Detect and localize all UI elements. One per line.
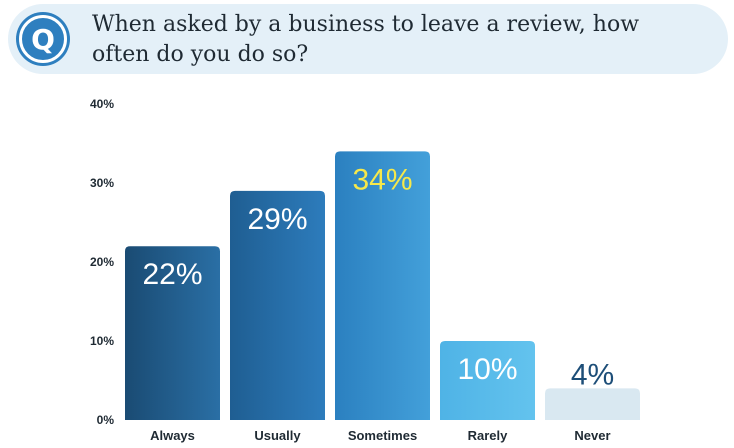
category-labels: Always Usually Sometimes Rarely Never	[150, 428, 610, 443]
category-label: Rarely	[468, 428, 509, 443]
bar-rarely	[440, 341, 535, 420]
question-badge: Q	[19, 15, 67, 63]
question-text: When asked by a business to leave a revi…	[92, 12, 640, 67]
value-labels: 22% 29% 34% 10% 4%	[142, 163, 614, 391]
y-tick-label: 10%	[90, 334, 114, 348]
bar-always	[125, 246, 220, 420]
bar-never	[545, 388, 640, 420]
y-tick-label: 20%	[90, 255, 114, 269]
category-label: Sometimes	[348, 428, 417, 443]
y-tick-label: 40%	[90, 97, 114, 111]
value-label: 10%	[457, 353, 517, 386]
bars	[125, 151, 640, 420]
category-label: Never	[574, 428, 610, 443]
bar-sometimes	[335, 151, 430, 420]
value-label: 4%	[571, 358, 614, 391]
category-label: Usually	[254, 428, 301, 443]
value-label: 34%	[352, 163, 412, 196]
category-label: Always	[150, 428, 195, 443]
y-tick-label: 0%	[97, 413, 115, 427]
value-label: 29%	[247, 203, 307, 236]
y-tick-label: 30%	[90, 176, 114, 190]
bar-usually	[230, 190, 325, 420]
question-banner: Q When asked by a business to leave a re…	[8, 4, 728, 74]
y-axis-ticks: 0% 10% 20% 30% 40%	[90, 97, 114, 427]
value-label: 22%	[142, 258, 202, 291]
